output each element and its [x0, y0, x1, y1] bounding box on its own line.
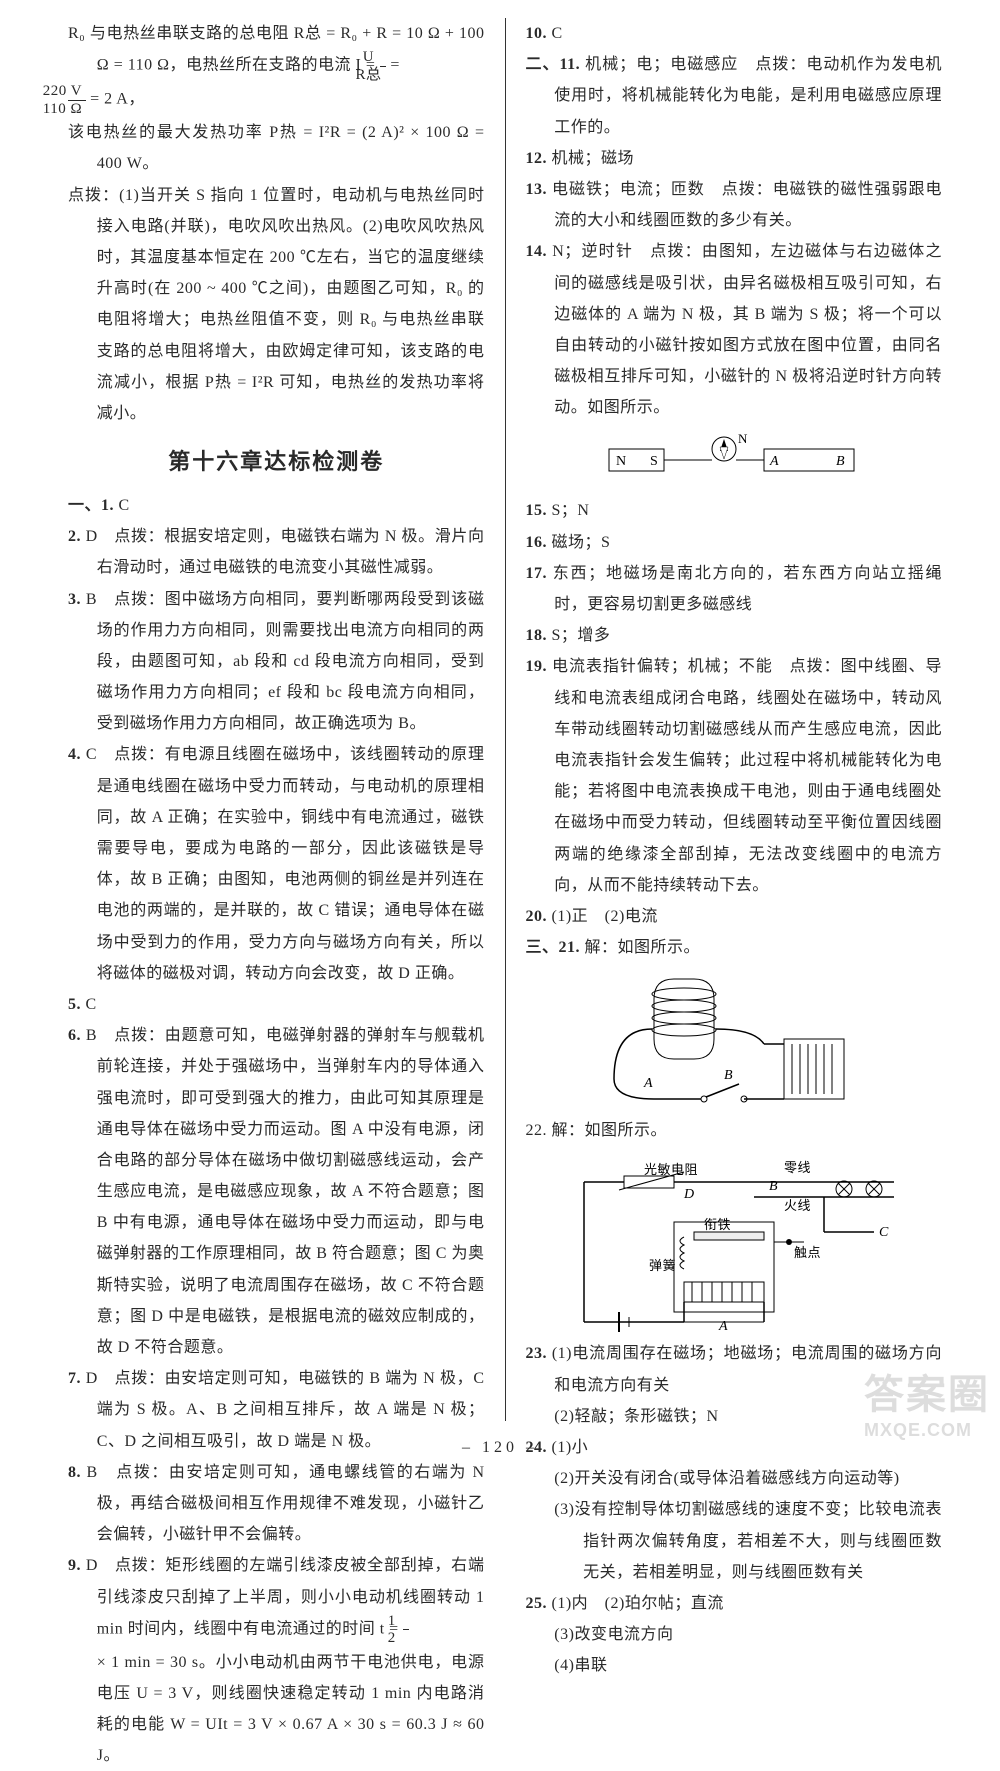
q15: 15. S；N: [526, 495, 943, 526]
q1: 一、1. C: [68, 490, 485, 521]
svg-text:火线: 火线: [784, 1198, 811, 1213]
svg-text:触点: 触点: [794, 1245, 821, 1260]
svg-text:衔铁: 衔铁: [704, 1217, 731, 1232]
q10: 10. C: [526, 18, 943, 49]
fraction-u-over-r: U R总: [380, 49, 386, 83]
q18: 18. S；增多: [526, 620, 943, 651]
q6: 6. B 点拨：由题意可知，电磁弹射器的弹射车与舰载机前轮连接，并处于强磁场中，…: [68, 1020, 485, 1363]
fraction-half: 1 2: [403, 1613, 409, 1647]
svg-text:B: B: [724, 1068, 733, 1083]
svg-text:零线: 零线: [784, 1160, 811, 1175]
q24-3: (3)没有控制导体切割磁感线的速度不变；比较电流表指针两次偏转角度，若相差不大，…: [526, 1494, 943, 1588]
q25-4: (4)串联: [526, 1650, 943, 1681]
q14: 14. N；逆时针 点拨：由图知，左边磁体与右边磁体之间的磁感线是吸引状，由异名…: [526, 236, 943, 423]
chapter-title: 第十六章达标检测卷: [68, 441, 485, 484]
magnet-compass-diagram: N S N A B: [604, 429, 864, 489]
equals: =: [390, 57, 400, 74]
q9-tail: × 1 min = 30 s。小小电动机由两节干电池供电，电源电压 U = 3 …: [68, 1647, 485, 1771]
watermark-line2: MXQE.COM: [864, 1420, 990, 1441]
q16: 16. 磁场；S: [526, 527, 943, 558]
q5: 5. C: [68, 989, 485, 1020]
q9: 9. D 点拨：矩形线圈的左端引线漆皮被全部刮掉，右端引线漆皮只刮掉了上半周，则…: [68, 1550, 485, 1646]
svg-text:C: C: [879, 1225, 889, 1240]
watermark: 答案圈 MXQE.COM: [864, 1362, 990, 1441]
q19: 19. 电流表指针偏转；机械；不能 点拨：图中线圈、导线和电流表组成闭合电路，线…: [526, 651, 943, 901]
text: R₀ 与电热丝串联支路的总电阻 R总 = R₀ + R = 10 Ω + 100…: [68, 25, 485, 74]
svg-text:A: A: [718, 1319, 728, 1332]
column-divider: [505, 18, 506, 1421]
page: R₀ 与电热丝串联支路的总电阻 R总 = R₀ + R = 10 Ω + 100…: [0, 0, 1000, 1471]
watermark-line1: 答案圈: [864, 1373, 990, 1417]
right-column: 10. C 二、11. 机械；电；电磁感应 点拨：电动机作为发电机使用时，将机械…: [508, 18, 961, 1421]
left-column: R₀ 与电热丝串联支路的总电阻 R总 = R₀ + R = 10 Ω + 100…: [50, 18, 503, 1421]
svg-text:弹簧: 弹簧: [649, 1258, 676, 1273]
q17: 17. 东西；地磁场是南北方向的，若东西方向站立摇绳时，更容易切割更多磁感线: [526, 558, 943, 620]
q25-3: (3)改变电流方向: [526, 1619, 943, 1650]
electromagnet-battery-diagram: A B: [594, 969, 874, 1109]
pre-line-1: R₀ 与电热丝串联支路的总电阻 R总 = R₀ + R = 10 Ω + 100…: [68, 18, 485, 83]
q20: 20. (1)正 (2)电流: [526, 901, 943, 932]
q22: 22. 解：如图所示。: [526, 1115, 943, 1146]
q3: 3. B 点拨：图中磁场方向相同，要判断哪两段受到该磁场的作用力方向相同，则需要…: [68, 584, 485, 740]
figure-22: 光敏电阻 D 零线 B 火线 C: [526, 1152, 943, 1332]
pre-line-3: 该电热丝的最大发热功率 P热 = I²R = (2 A)² × 100 Ω = …: [68, 117, 485, 179]
svg-text:光敏电阻: 光敏电阻: [644, 1162, 698, 1177]
q13: 13. 电磁铁；电流；匝数 点拨：电磁铁的磁性强弱跟电流的大小和线圈匝数的多少有…: [526, 174, 943, 236]
q24-2: (2)开关没有闭合(或导体沿着磁感线方向运动等): [526, 1463, 943, 1494]
figure-14: N S N A B: [526, 429, 943, 489]
q11: 二、11. 机械；电；电磁感应 点拨：电动机作为发电机使用时，将机械能转化为电能…: [526, 49, 943, 143]
pre-line-2: 220 V 110 Ω = 2 A，: [68, 83, 485, 117]
relay-circuit-diagram: 光敏电阻 D 零线 B 火线 C: [554, 1152, 914, 1332]
text: = 2 A，: [90, 91, 145, 108]
svg-text:A: A: [769, 454, 779, 469]
fraction-220-110: 220 V 110 Ω: [68, 83, 86, 117]
q4: 4. C 点拨：有电源且线圈在磁场中，该线圈转动的原理是通电线圈在磁场中受力而转…: [68, 739, 485, 989]
svg-text:N: N: [616, 454, 627, 469]
svg-text:A: A: [643, 1076, 653, 1091]
q2: 2. D 点拨：根据安培定则，电磁铁右端为 N 极。滑片向右滑动时，通过电磁铁的…: [68, 521, 485, 583]
svg-text:N: N: [738, 431, 748, 446]
svg-text:B: B: [769, 1179, 778, 1194]
page-number: – 120 –: [0, 1439, 1000, 1457]
svg-text:D: D: [683, 1187, 695, 1202]
pre-line-4: 点拨：(1)当开关 S 指向 1 位置时，电动机与电热丝同时接入电路(并联)，电…: [68, 180, 485, 430]
q25: 25. (1)内 (2)珀尔帖；直流: [526, 1588, 943, 1619]
svg-text:B: B: [836, 454, 845, 469]
q12: 12. 机械；磁场: [526, 143, 943, 174]
svg-text:S: S: [650, 454, 658, 469]
figure-21: A B: [526, 969, 943, 1109]
q21: 三、21. 解：如图所示。: [526, 932, 943, 963]
